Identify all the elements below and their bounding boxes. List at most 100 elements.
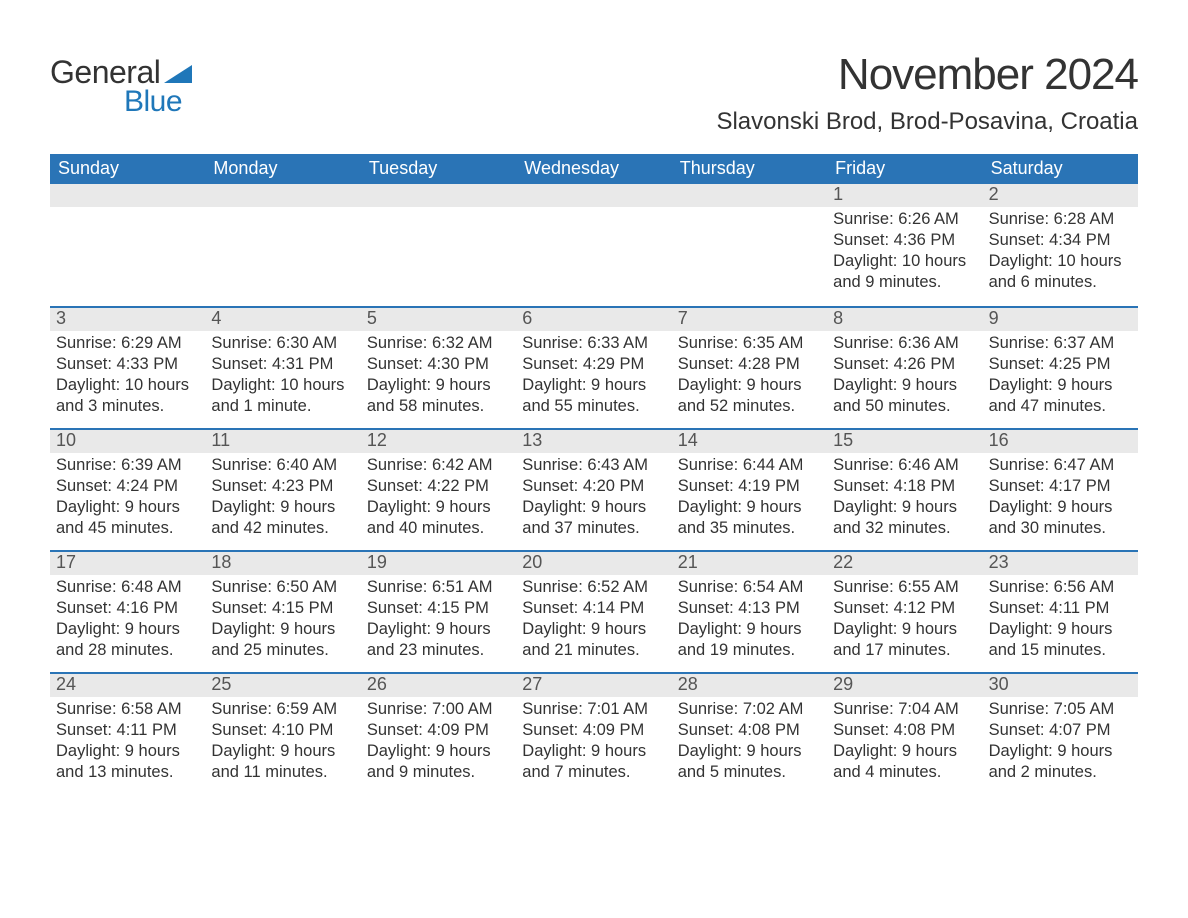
daylight-line: Daylight: 9 hours and 55 minutes. xyxy=(522,375,667,417)
day-cell: 15Sunrise: 6:46 AMSunset: 4:18 PMDayligh… xyxy=(827,428,982,550)
day-body: Sunrise: 6:43 AMSunset: 4:20 PMDaylight:… xyxy=(516,453,671,541)
daylight-line: Daylight: 9 hours and 30 minutes. xyxy=(989,497,1134,539)
day-number: 16 xyxy=(983,428,1138,453)
day-cell: 2Sunrise: 6:28 AMSunset: 4:34 PMDaylight… xyxy=(983,184,1138,306)
sunrise-line: Sunrise: 7:00 AM xyxy=(367,699,512,720)
daylight-line: Daylight: 9 hours and 13 minutes. xyxy=(56,741,201,783)
day-cell: 14Sunrise: 6:44 AMSunset: 4:19 PMDayligh… xyxy=(672,428,827,550)
day-body: Sunrise: 6:44 AMSunset: 4:19 PMDaylight:… xyxy=(672,453,827,541)
day-body: Sunrise: 6:29 AMSunset: 4:33 PMDaylight:… xyxy=(50,331,205,419)
day-body: Sunrise: 6:56 AMSunset: 4:11 PMDaylight:… xyxy=(983,575,1138,663)
sunrise-line: Sunrise: 6:32 AM xyxy=(367,333,512,354)
sunset-line: Sunset: 4:20 PM xyxy=(522,476,667,497)
sunrise-line: Sunrise: 6:48 AM xyxy=(56,577,201,598)
daylight-line: Daylight: 9 hours and 45 minutes. xyxy=(56,497,201,539)
day-cell: 20Sunrise: 6:52 AMSunset: 4:14 PMDayligh… xyxy=(516,550,671,672)
sunrise-line: Sunrise: 6:52 AM xyxy=(522,577,667,598)
sunset-line: Sunset: 4:07 PM xyxy=(989,720,1134,741)
sunset-line: Sunset: 4:11 PM xyxy=(989,598,1134,619)
sunset-line: Sunset: 4:15 PM xyxy=(211,598,356,619)
daylight-line: Daylight: 9 hours and 11 minutes. xyxy=(211,741,356,783)
day-cell: 4Sunrise: 6:30 AMSunset: 4:31 PMDaylight… xyxy=(205,306,360,428)
sunrise-line: Sunrise: 6:39 AM xyxy=(56,455,201,476)
day-body: Sunrise: 6:32 AMSunset: 4:30 PMDaylight:… xyxy=(361,331,516,419)
daylight-line: Daylight: 9 hours and 32 minutes. xyxy=(833,497,978,539)
day-number: 6 xyxy=(516,306,671,331)
brand-logo: General Blue xyxy=(50,54,192,119)
day-number: 14 xyxy=(672,428,827,453)
sunset-line: Sunset: 4:13 PM xyxy=(678,598,823,619)
sunset-line: Sunset: 4:08 PM xyxy=(678,720,823,741)
sunset-line: Sunset: 4:18 PM xyxy=(833,476,978,497)
day-cell: 3Sunrise: 6:29 AMSunset: 4:33 PMDaylight… xyxy=(50,306,205,428)
day-body: Sunrise: 6:35 AMSunset: 4:28 PMDaylight:… xyxy=(672,331,827,419)
sunrise-line: Sunrise: 6:30 AM xyxy=(211,333,356,354)
day-cell: 5Sunrise: 6:32 AMSunset: 4:30 PMDaylight… xyxy=(361,306,516,428)
sunrise-line: Sunrise: 6:47 AM xyxy=(989,455,1134,476)
day-number: 21 xyxy=(672,550,827,575)
day-body: Sunrise: 6:33 AMSunset: 4:29 PMDaylight:… xyxy=(516,331,671,419)
sunset-line: Sunset: 4:09 PM xyxy=(367,720,512,741)
sunset-line: Sunset: 4:11 PM xyxy=(56,720,201,741)
title-block: November 2024 Slavonski Brod, Brod-Posav… xyxy=(716,50,1138,136)
day-body: Sunrise: 7:01 AMSunset: 4:09 PMDaylight:… xyxy=(516,697,671,785)
month-title: November 2024 xyxy=(716,50,1138,100)
day-body: Sunrise: 6:51 AMSunset: 4:15 PMDaylight:… xyxy=(361,575,516,663)
day-number: 26 xyxy=(361,672,516,697)
day-number: 28 xyxy=(672,672,827,697)
daylight-line: Daylight: 9 hours and 52 minutes. xyxy=(678,375,823,417)
day-cell: 30Sunrise: 7:05 AMSunset: 4:07 PMDayligh… xyxy=(983,672,1138,794)
sunrise-line: Sunrise: 6:43 AM xyxy=(522,455,667,476)
sunrise-line: Sunrise: 7:05 AM xyxy=(989,699,1134,720)
sunset-line: Sunset: 4:36 PM xyxy=(833,230,978,251)
day-number: 3 xyxy=(50,306,205,331)
sunrise-line: Sunrise: 6:55 AM xyxy=(833,577,978,598)
day-number: 27 xyxy=(516,672,671,697)
day-cell: 6Sunrise: 6:33 AMSunset: 4:29 PMDaylight… xyxy=(516,306,671,428)
sunrise-line: Sunrise: 6:36 AM xyxy=(833,333,978,354)
sunset-line: Sunset: 4:34 PM xyxy=(989,230,1134,251)
sunset-line: Sunset: 4:31 PM xyxy=(211,354,356,375)
dow-header: Friday xyxy=(827,154,982,184)
header-row: General Blue November 2024 Slavonski Bro… xyxy=(50,50,1138,136)
day-cell: 12Sunrise: 6:42 AMSunset: 4:22 PMDayligh… xyxy=(361,428,516,550)
day-number: 7 xyxy=(672,306,827,331)
day-number: 4 xyxy=(205,306,360,331)
day-body: Sunrise: 6:54 AMSunset: 4:13 PMDaylight:… xyxy=(672,575,827,663)
daylight-line: Daylight: 9 hours and 47 minutes. xyxy=(989,375,1134,417)
day-body: Sunrise: 6:40 AMSunset: 4:23 PMDaylight:… xyxy=(205,453,360,541)
empty-cell xyxy=(50,184,205,306)
day-body: Sunrise: 6:36 AMSunset: 4:26 PMDaylight:… xyxy=(827,331,982,419)
day-number: 30 xyxy=(983,672,1138,697)
day-cell: 24Sunrise: 6:58 AMSunset: 4:11 PMDayligh… xyxy=(50,672,205,794)
daylight-line: Daylight: 9 hours and 50 minutes. xyxy=(833,375,978,417)
sunset-line: Sunset: 4:28 PM xyxy=(678,354,823,375)
dow-header: Sunday xyxy=(50,154,205,184)
day-cell: 21Sunrise: 6:54 AMSunset: 4:13 PMDayligh… xyxy=(672,550,827,672)
day-body: Sunrise: 6:46 AMSunset: 4:18 PMDaylight:… xyxy=(827,453,982,541)
dow-header: Wednesday xyxy=(516,154,671,184)
daylight-line: Daylight: 9 hours and 40 minutes. xyxy=(367,497,512,539)
day-cell: 29Sunrise: 7:04 AMSunset: 4:08 PMDayligh… xyxy=(827,672,982,794)
day-cell: 17Sunrise: 6:48 AMSunset: 4:16 PMDayligh… xyxy=(50,550,205,672)
day-body: Sunrise: 6:50 AMSunset: 4:15 PMDaylight:… xyxy=(205,575,360,663)
sunrise-line: Sunrise: 6:42 AM xyxy=(367,455,512,476)
day-number: 29 xyxy=(827,672,982,697)
sunrise-line: Sunrise: 6:56 AM xyxy=(989,577,1134,598)
day-number: 23 xyxy=(983,550,1138,575)
sunset-line: Sunset: 4:12 PM xyxy=(833,598,978,619)
day-cell: 10Sunrise: 6:39 AMSunset: 4:24 PMDayligh… xyxy=(50,428,205,550)
sunrise-line: Sunrise: 6:28 AM xyxy=(989,209,1134,230)
sunset-line: Sunset: 4:25 PM xyxy=(989,354,1134,375)
daylight-line: Daylight: 9 hours and 37 minutes. xyxy=(522,497,667,539)
sunset-line: Sunset: 4:14 PM xyxy=(522,598,667,619)
daylight-line: Daylight: 9 hours and 21 minutes. xyxy=(522,619,667,661)
day-body: Sunrise: 6:59 AMSunset: 4:10 PMDaylight:… xyxy=(205,697,360,785)
sunrise-line: Sunrise: 6:29 AM xyxy=(56,333,201,354)
dow-header: Tuesday xyxy=(361,154,516,184)
day-cell: 8Sunrise: 6:36 AMSunset: 4:26 PMDaylight… xyxy=(827,306,982,428)
day-number: 17 xyxy=(50,550,205,575)
daylight-line: Daylight: 10 hours and 1 minute. xyxy=(211,375,356,417)
sunrise-line: Sunrise: 6:37 AM xyxy=(989,333,1134,354)
day-number: 19 xyxy=(361,550,516,575)
